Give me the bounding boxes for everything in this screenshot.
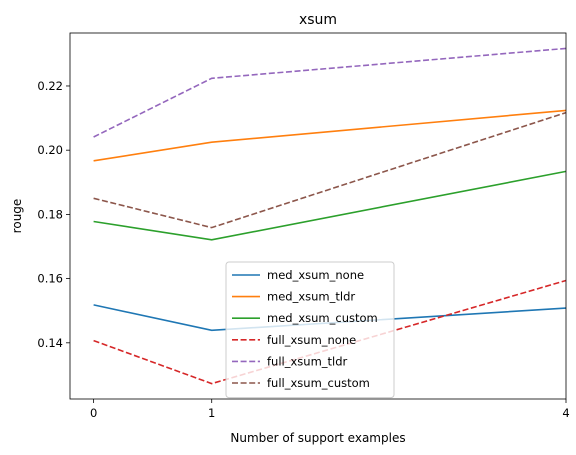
- x-axis: 0 1 4: [90, 399, 570, 420]
- legend-label: med_xsum_none: [267, 268, 364, 282]
- y-tick-label: 0.20: [37, 143, 63, 157]
- x-tick-label: 4: [562, 406, 569, 420]
- x-tick-label: 0: [90, 406, 97, 420]
- x-axis-label: Number of support examples: [230, 431, 405, 445]
- legend-label: full_xsum_none: [267, 333, 356, 347]
- series-line-med-xsum-tldr: [93, 109, 567, 162]
- series-line-full-xsum-none: [93, 279, 567, 385]
- y-axis: 0.14 0.16 0.18 0.20 0.22: [37, 79, 70, 350]
- legend: med_xsum_none med_xsum_tldr med_xsum_custo…: [225, 261, 395, 399]
- legend-box: [225, 261, 395, 399]
- y-tick-label: 0.18: [37, 207, 63, 221]
- plot-frame: [69, 32, 567, 400]
- legend-label: full_xsum_tldr: [267, 354, 348, 368]
- series-line-full-xsum-tldr: [93, 47, 567, 138]
- plot-area: [93, 47, 567, 385]
- series-line-med-xsum-custom: [93, 170, 567, 241]
- legend-label: med_xsum_custom: [267, 311, 378, 325]
- series-line-full-xsum-custom: [93, 111, 567, 229]
- x-tick-label: 1: [208, 406, 215, 420]
- y-axis-label: rouge: [10, 199, 24, 234]
- legend-label: med_xsum_tldr: [267, 290, 355, 304]
- y-tick-label: 0.14: [37, 336, 63, 350]
- y-tick-label: 0.16: [37, 272, 63, 286]
- chart-title: xsum: [299, 12, 337, 28]
- y-tick-label: 0.22: [37, 79, 63, 93]
- legend-label: full_xsum_custom: [267, 376, 370, 390]
